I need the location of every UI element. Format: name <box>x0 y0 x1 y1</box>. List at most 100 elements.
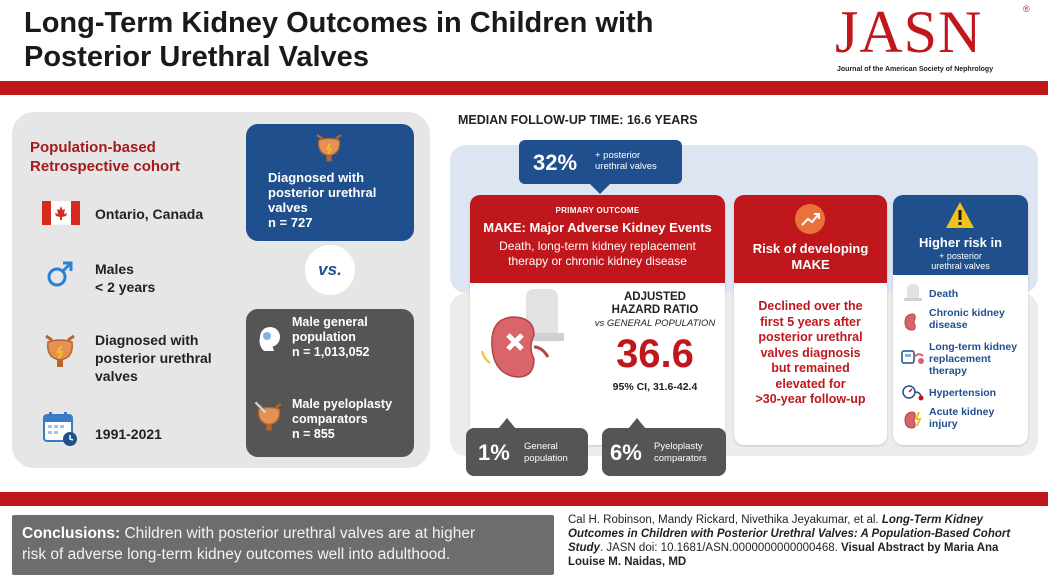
blood-pressure-icon <box>902 385 924 401</box>
gravestone-icon <box>904 284 922 301</box>
risk-text-line: posterior urethral <box>758 330 863 344</box>
registered-mark: ® <box>1023 4 1030 14</box>
sex-text: Males <box>95 261 134 277</box>
pyeloplasty-bladder-icon <box>254 401 282 431</box>
puv-group-line: valves <box>268 200 308 215</box>
risk-item-line: Long-term kidney <box>929 341 1018 353</box>
bladder-icon <box>316 134 342 162</box>
risk-item-hypertension: Hypertension <box>929 387 997 399</box>
make-header: PRIMARY OUTCOME MAKE: Major Adverse Kidn… <box>470 195 725 283</box>
risk-title: Risk of developing MAKE <box>734 241 887 273</box>
ahr-value: 36.6 <box>616 332 694 376</box>
age-text: < 2 years <box>95 279 156 295</box>
risk-text-line: Declined over the <box>758 299 863 313</box>
risk-item-death: Death <box>929 288 959 300</box>
risk-text-line: >30-year follow-up <box>755 392 866 406</box>
top-red-divider <box>0 81 1048 95</box>
puv-group-count: n = 727 <box>268 215 313 230</box>
cohort-title-line-1: Population-based <box>30 139 156 156</box>
conclusions-body-2: risk of adverse long-term kidney outcome… <box>22 546 451 563</box>
higher-risk-subtitle: + posterior urethral valves <box>893 251 1028 271</box>
dialysis-icon <box>901 350 924 364</box>
general-line: Male general <box>292 315 368 329</box>
primary-outcome-label: PRIMARY OUTCOME <box>555 206 640 215</box>
pill-label-line: General <box>524 441 558 452</box>
make-def-line: Death, long-term kidney replacement <box>499 239 696 253</box>
pill-pointer <box>628 418 646 429</box>
journal-subtitle: Journal of the American Society of Nephr… <box>837 66 994 73</box>
general-percent: 1% <box>478 440 510 465</box>
pill-label-line: comparators <box>654 453 707 464</box>
risk-item-line: injury <box>929 418 958 430</box>
pill-pointer <box>498 418 516 429</box>
ahr-comparison: vs GENERAL POPULATION <box>594 318 716 329</box>
make-title: MAKE: Major Adverse Kidney Events <box>483 220 712 235</box>
bladder-icon <box>45 334 75 367</box>
callout-pointer <box>590 184 610 194</box>
trend-up-icon <box>795 204 825 234</box>
person-head-icon <box>259 327 280 351</box>
risk-title-line: MAKE <box>791 257 830 272</box>
conclusions-box: Conclusions: Children with posterior ure… <box>12 515 554 575</box>
diagnosis-line: valves <box>95 368 138 384</box>
citation: Cal H. Robinson, Mandy Rickard, Nivethik… <box>568 513 1038 569</box>
jasn-logo: JASN ® Journal of the American Society o… <box>835 0 1035 78</box>
ahr-label-line: ADJUSTED <box>624 291 686 303</box>
puv-group-line: posterior urethral <box>268 185 377 200</box>
years-text: 1991-2021 <box>95 426 162 442</box>
puv-group-label: Diagnosed with posterior urethral valves… <box>268 170 376 230</box>
diagnosis-line: posterior urethral <box>95 350 212 366</box>
risk-text-line: but remained <box>771 361 850 375</box>
bottom-red-divider <box>0 492 1048 506</box>
make-outcome-card: PRIMARY OUTCOME MAKE: Major Adverse Kidn… <box>470 195 725 445</box>
risk-item-line: therapy <box>929 365 967 377</box>
sex-age-text: Males < 2 years <box>95 260 155 296</box>
cohort-title: Population-based Retrospective cohort <box>30 138 180 176</box>
callout-label-line: urethral valves <box>595 161 657 172</box>
pill-label-line: population <box>524 453 568 464</box>
ahr-confidence-interval: 95% CI, 31.6-42.4 <box>612 381 698 393</box>
puv-percent-label: + posterior urethral valves <box>595 150 657 172</box>
canada-flag-icon <box>42 201 80 225</box>
puv-group-card: Diagnosed with posterior urethral valves… <box>246 124 414 241</box>
male-symbol-icon <box>47 261 73 287</box>
risk-item-aki: Acute kidney injury <box>929 406 994 430</box>
risk-title-line: Risk of developing <box>752 241 869 256</box>
subtitle-line: urethral valves <box>931 261 990 271</box>
risk-item-line: Acute kidney <box>929 406 995 418</box>
jasn-logo-letters: JASN <box>835 0 983 65</box>
general-line: population <box>292 330 356 344</box>
risk-trend-card: Risk of developing MAKE Declined over th… <box>734 195 887 445</box>
title-line-2: Posterior Urethral Valves <box>24 41 369 73</box>
risk-text-line: first 5 years after <box>760 314 861 329</box>
risk-item-line: replacement <box>929 353 991 365</box>
vs-badge: vs. <box>305 245 355 295</box>
general-percent-label: General population <box>524 441 568 465</box>
pyelo-line: Male pyeloplasty <box>292 397 393 411</box>
pyelo-line: comparators <box>292 412 368 426</box>
subtitle-line: + posterior <box>939 251 982 261</box>
puv-percent-callout: 32% + posterior urethral valves <box>519 140 682 184</box>
puv-group-line: Diagnosed with <box>268 170 365 185</box>
pyelo-percent: 6% <box>610 440 642 465</box>
higher-risk-card: Higher risk in + posterior urethral valv… <box>893 195 1028 445</box>
conclusions-body-1: Children with posterior urethral valves … <box>120 525 476 542</box>
risk-item-ckd: Chronic kidney disease <box>929 307 1005 331</box>
kidney-icon <box>904 313 916 331</box>
ahr-label-line: HAZARD RATIO <box>611 304 699 316</box>
pyelo-percent-label: Pyeloplasty comparators <box>654 441 707 465</box>
risk-header: Risk of developing MAKE <box>734 195 887 283</box>
risk-item-line: disease <box>929 319 968 331</box>
acute-kidney-injury-icon <box>904 411 922 429</box>
risk-text-line: valves diagnosis <box>760 345 861 360</box>
follow-up-time: MEDIAN FOLLOW-UP TIME: 16.6 YEARS <box>458 113 698 127</box>
kidney-gravestone-icon <box>481 289 564 378</box>
citation-credit: Visual Abstract by Maria Ana Louise M. N… <box>568 542 999 568</box>
risk-description: Declined over the first 5 years after po… <box>734 299 887 408</box>
general-population-label: Male general population n = 1,013,052 <box>292 315 370 360</box>
make-def-line: therapy or chronic kidney disease <box>508 254 687 268</box>
conclusions-text: Conclusions: Children with posterior ure… <box>22 523 546 565</box>
higher-risk-header: Higher risk in + posterior urethral valv… <box>893 195 1028 275</box>
diagnosis-line: Diagnosed with <box>95 332 199 348</box>
puv-percent: 32% <box>533 150 578 175</box>
